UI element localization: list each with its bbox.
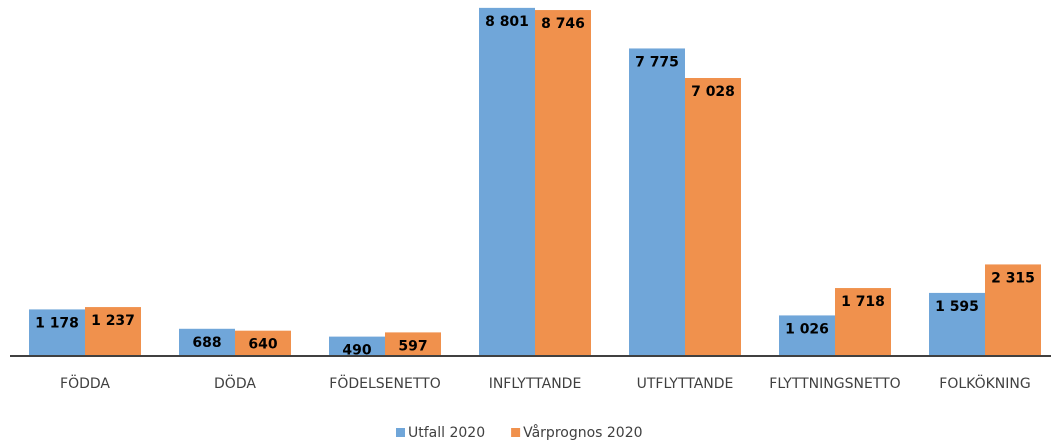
bar [985,264,1041,356]
data-label: 8 801 [485,14,529,30]
x-tick-label: FÖDELSENETTO [329,374,440,392]
data-label: 490 [342,343,371,359]
data-label: 1 718 [841,294,885,310]
data-label: 2 315 [991,270,1035,286]
bar [629,48,685,356]
bar [329,336,385,356]
x-tick-label: FOLKÖKNING [939,374,1030,392]
bar [535,10,591,356]
x-tick-label: INFLYTTANDE [489,376,582,392]
bar [29,309,85,356]
bar [479,7,535,357]
bar [385,332,441,356]
x-tick-label: FÖDDA [60,374,110,392]
legend-swatch [396,428,405,437]
bar [779,315,835,356]
data-label: 1 026 [785,321,829,337]
data-label: 597 [398,338,427,354]
bar [85,307,141,356]
bar [685,78,741,357]
bar [235,330,291,356]
x-tick-label: UTFLYTTANDE [637,376,734,392]
bar [179,328,235,356]
data-label: 7 028 [691,84,735,100]
legend-swatch [511,428,521,437]
data-label: 688 [192,335,221,351]
data-label: 7 775 [635,54,679,70]
data-label: 8 746 [541,16,585,32]
legend-label: Utfall 2020 [408,425,485,441]
data-label: 1 595 [935,299,979,315]
bar [835,288,891,356]
x-tick-label: DÖDA [214,374,256,392]
x-tick-label: FLYTTNINGSNETTO [769,376,900,392]
data-label: 1 178 [35,315,79,331]
bar [929,292,985,356]
legend-label: Vårprognos 2020 [523,424,642,441]
data-label: 1 237 [91,313,135,329]
data-label: 640 [248,337,277,353]
